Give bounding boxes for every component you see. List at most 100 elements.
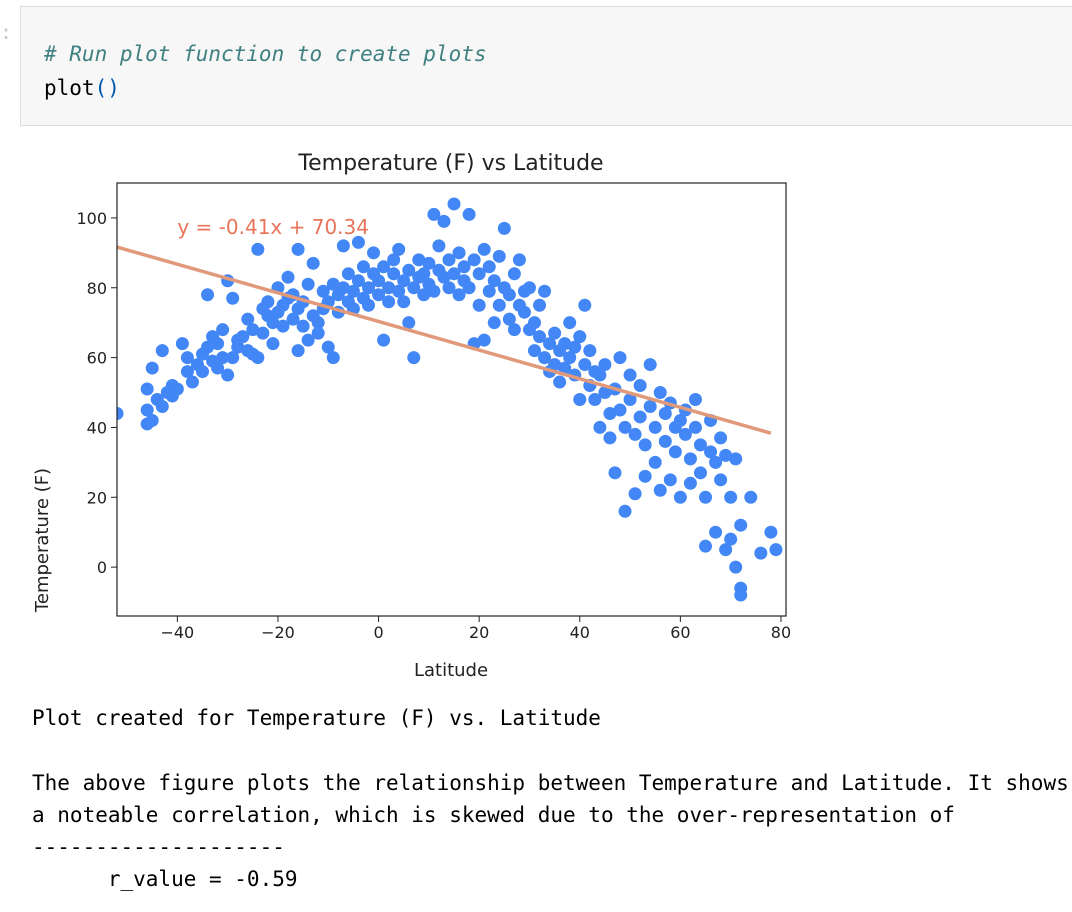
scatter-point	[351, 274, 365, 288]
call-parens: ()	[94, 76, 120, 100]
scatter-point	[326, 277, 340, 291]
scatter-point	[724, 490, 738, 504]
scatter-point	[492, 298, 506, 312]
scatter-point	[286, 312, 300, 326]
scatter-point	[709, 455, 723, 469]
code-input-cell[interactable]: # Run plot function to create plots plot…	[20, 6, 1072, 126]
scatter-point	[372, 274, 386, 288]
scatter-point	[538, 351, 552, 365]
scatter-point	[387, 267, 401, 281]
scatter-point	[155, 399, 169, 413]
scatter-point	[185, 375, 199, 389]
scatter-point	[351, 235, 365, 249]
scatter-point	[633, 379, 647, 393]
scatter-point	[704, 445, 718, 459]
scatter-point	[216, 323, 230, 337]
scatter-point	[145, 413, 159, 427]
scatter-point	[643, 399, 657, 413]
scatter-point	[117, 406, 124, 420]
x-axis-label: Latitude	[414, 660, 488, 681]
scatter-point	[548, 358, 562, 372]
scatter-point	[462, 207, 476, 221]
scatter-point	[764, 525, 778, 539]
scatter-point	[311, 316, 325, 330]
scatter-point	[316, 284, 330, 298]
scatter-point	[613, 351, 627, 365]
scatter-point	[291, 344, 305, 358]
scatter-point	[714, 473, 728, 487]
scatter-point	[251, 351, 265, 365]
regression-line	[116, 245, 772, 435]
scatter-point	[226, 291, 240, 305]
scatter-point	[729, 452, 743, 466]
scatter-point	[558, 337, 572, 351]
scatter-point	[578, 298, 592, 312]
y-tick-label: 60	[87, 349, 107, 368]
scatter-point	[593, 420, 607, 434]
x-tick-label: 0	[373, 623, 383, 642]
scatter-point	[533, 298, 547, 312]
scatter-point	[769, 543, 783, 557]
scatter-point	[709, 525, 723, 539]
scatter-point	[346, 284, 360, 298]
scatter-point	[447, 197, 461, 211]
scatter-point	[688, 420, 702, 434]
scatter-point	[608, 466, 622, 480]
scatter-point	[382, 295, 396, 309]
scatter-point	[719, 448, 733, 462]
scatter-point	[211, 337, 225, 351]
scatter-point	[427, 284, 441, 298]
scatter-point	[648, 455, 662, 469]
x-tick-label: 60	[670, 623, 690, 642]
scatter-point	[412, 253, 426, 267]
scatter-point	[658, 434, 672, 448]
scatter-point	[477, 333, 491, 347]
scatter-point	[256, 326, 270, 340]
scatter-point	[507, 267, 521, 281]
scatter-point	[180, 365, 194, 379]
scatter-point	[175, 337, 189, 351]
function-name: plot	[44, 76, 95, 100]
scatter-point	[291, 242, 305, 256]
scatter-point	[653, 386, 667, 400]
scatter-point	[196, 365, 210, 379]
scatter-point	[367, 246, 381, 260]
scatter-point	[693, 438, 707, 452]
scatter-point	[261, 295, 275, 309]
scatter-point	[517, 305, 531, 319]
scatter-point	[744, 490, 758, 504]
scatter-point	[598, 358, 612, 372]
scatter-point	[427, 207, 441, 221]
scatter-point	[653, 483, 667, 497]
scatter-point	[482, 260, 496, 274]
x-tick-label: 80	[771, 623, 791, 642]
y-tick-label: 0	[97, 558, 107, 577]
scatter-point	[336, 239, 350, 253]
scatter-point	[296, 319, 310, 333]
scatter-point	[216, 351, 230, 365]
scatter-point	[688, 393, 702, 406]
scatter-point	[638, 469, 652, 483]
scatter-point	[729, 560, 743, 574]
y-tick-label: 80	[87, 279, 107, 298]
scatter-point	[407, 281, 421, 295]
scatter-point	[437, 214, 451, 228]
scatter-point	[236, 330, 250, 344]
scatter-point	[548, 326, 562, 340]
scatter-point	[734, 588, 748, 602]
scatter-point	[603, 431, 617, 445]
scatter-point	[306, 256, 320, 270]
x-tick-label: 40	[570, 623, 590, 642]
scatter-point	[487, 274, 501, 288]
scatter-point	[693, 466, 707, 480]
scatter-point	[457, 260, 471, 274]
scatter-point	[437, 270, 451, 284]
scatter-point	[658, 406, 672, 420]
scatter-point	[397, 274, 411, 288]
scatter-point	[452, 288, 466, 302]
scatter-point	[683, 476, 697, 490]
code-comment: # Run plot function to create plots	[44, 42, 487, 66]
scatter-chart: Temperature (F) vs Latitude Latitude Tem…	[0, 140, 820, 685]
output-line-3: a noteable correlation, which is skewed …	[32, 803, 955, 827]
scatter-point	[719, 543, 733, 557]
